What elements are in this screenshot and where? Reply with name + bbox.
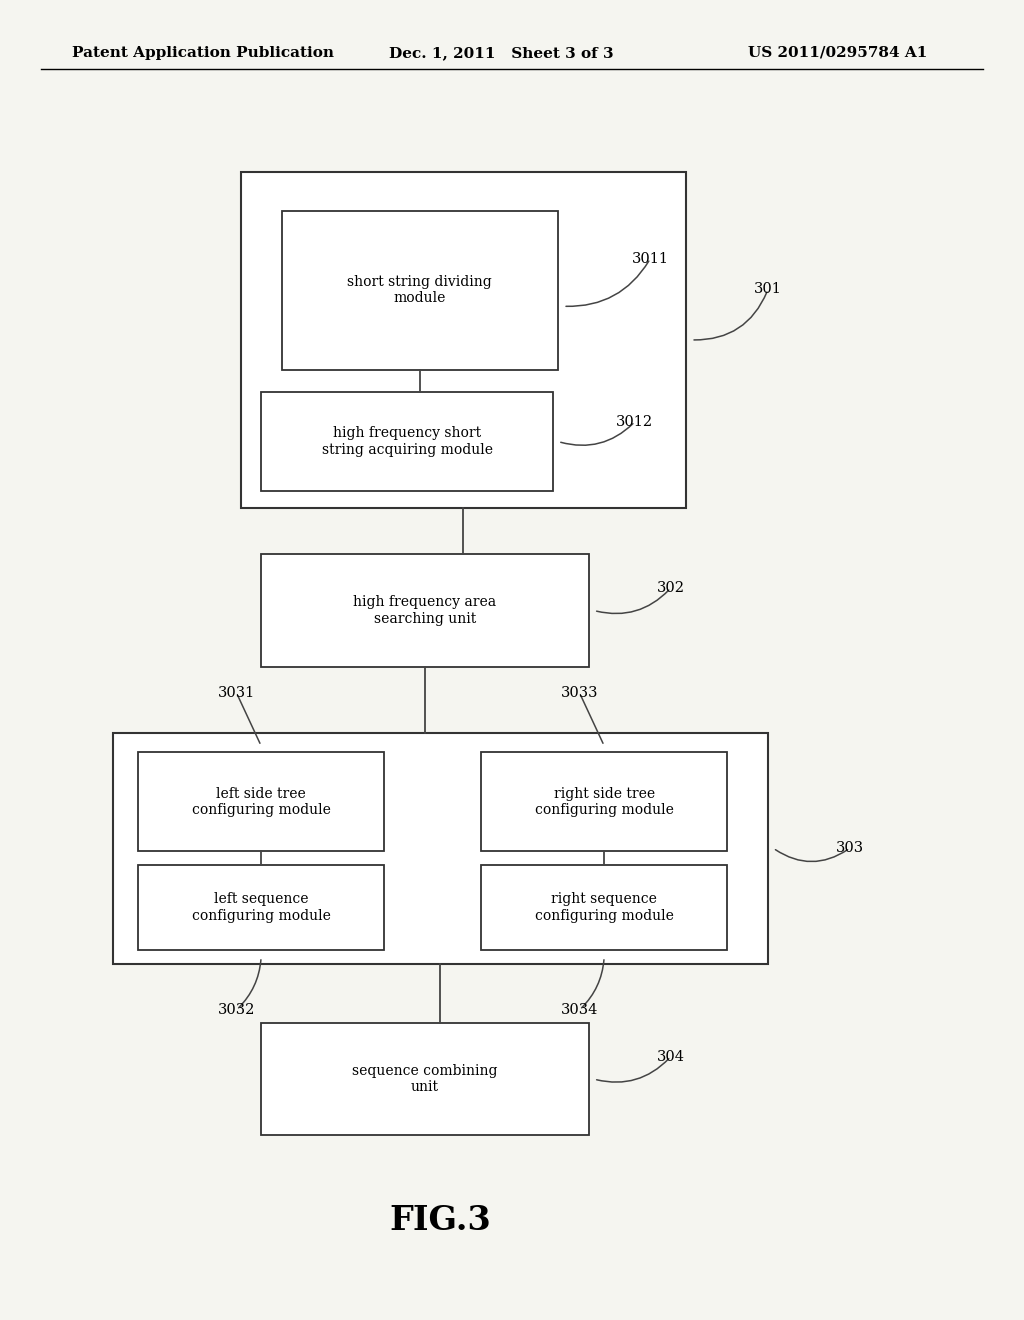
Text: 304: 304: [656, 1049, 685, 1064]
Text: high frequency short
string acquiring module: high frequency short string acquiring mo…: [322, 426, 493, 457]
Text: 3032: 3032: [218, 1003, 255, 1016]
Bar: [261, 554, 589, 667]
Bar: [138, 865, 384, 950]
Text: right side tree
configuring module: right side tree configuring module: [535, 787, 674, 817]
Bar: [138, 752, 384, 851]
Bar: [261, 1023, 589, 1135]
Text: high frequency area
searching unit: high frequency area searching unit: [353, 595, 497, 626]
Text: 303: 303: [836, 841, 864, 855]
Bar: [261, 392, 553, 491]
Bar: [241, 172, 686, 508]
Text: US 2011/0295784 A1: US 2011/0295784 A1: [748, 46, 927, 59]
Text: 3033: 3033: [561, 686, 598, 700]
Text: 3012: 3012: [616, 414, 653, 429]
Text: 301: 301: [754, 282, 782, 297]
Text: short string dividing
module: short string dividing module: [347, 276, 493, 305]
Text: sequence combining
unit: sequence combining unit: [352, 1064, 498, 1094]
Text: 302: 302: [656, 581, 685, 595]
Text: Dec. 1, 2011   Sheet 3 of 3: Dec. 1, 2011 Sheet 3 of 3: [389, 46, 613, 59]
Text: 3034: 3034: [561, 1003, 598, 1016]
Text: Patent Application Publication: Patent Application Publication: [72, 46, 334, 59]
Bar: [481, 752, 727, 851]
Text: right sequence
configuring module: right sequence configuring module: [535, 892, 674, 923]
Bar: [113, 733, 768, 964]
Text: left sequence
configuring module: left sequence configuring module: [191, 892, 331, 923]
Bar: [481, 865, 727, 950]
Bar: [282, 211, 558, 370]
Text: FIG.3: FIG.3: [389, 1204, 492, 1238]
Text: 3011: 3011: [632, 252, 669, 265]
Text: 3031: 3031: [218, 686, 255, 700]
Text: left side tree
configuring module: left side tree configuring module: [191, 787, 331, 817]
